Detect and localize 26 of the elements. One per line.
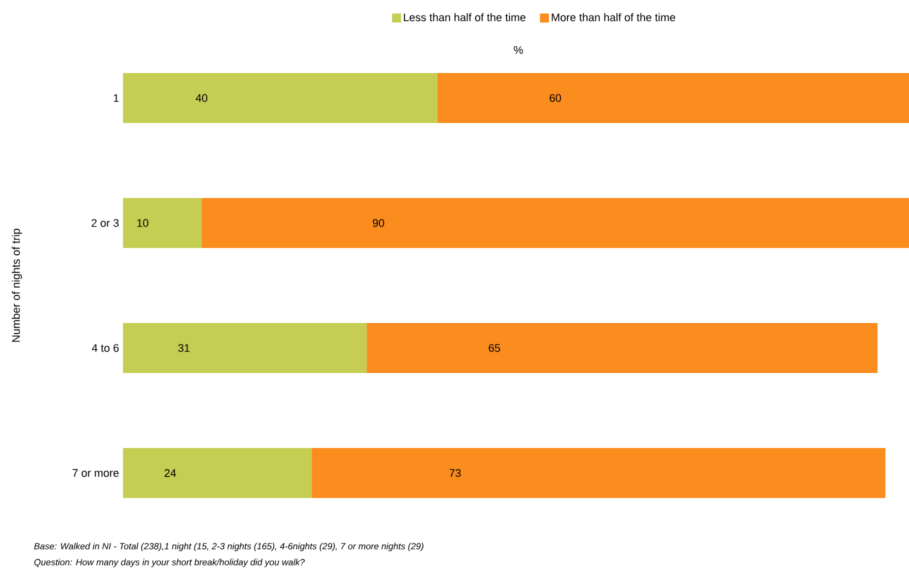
bar (202, 198, 909, 248)
data-label: 24 (164, 469, 176, 477)
y-tick-label: 2 or 3 (92, 219, 119, 227)
y-tick-label: 1 (114, 94, 119, 102)
bar (437, 72, 909, 123)
y-tick-label: 7 or more (72, 469, 119, 477)
y-axis-title: Number of nights of trip (12, 228, 22, 342)
data-label: 31 (178, 344, 190, 352)
bar (123, 72, 438, 123)
legend-label: More than half of the time (552, 13, 676, 22)
data-label: 90 (372, 219, 384, 227)
text: Base: Walked in NI - Total (238),1 night (15, 2-3 nights (165), 4-6nights (29), 7 or more nights (29) (34, 542, 424, 552)
x-axis-title: % (514, 46, 523, 54)
data-label: 65 (488, 344, 500, 352)
legend-label: Less than half of the time (404, 13, 526, 22)
text: Question: How many days in your short break/holiday did you walk? (34, 558, 305, 568)
bar (312, 448, 886, 498)
data-label: 60 (550, 94, 561, 102)
bar (123, 198, 202, 248)
bar (123, 448, 312, 498)
bar (123, 322, 367, 373)
data-label: 10 (137, 219, 148, 227)
bar (366, 322, 878, 373)
data-label: 73 (450, 469, 461, 477)
y-tick-label: 4 to 6 (92, 344, 119, 352)
data-label: 40 (196, 94, 208, 102)
